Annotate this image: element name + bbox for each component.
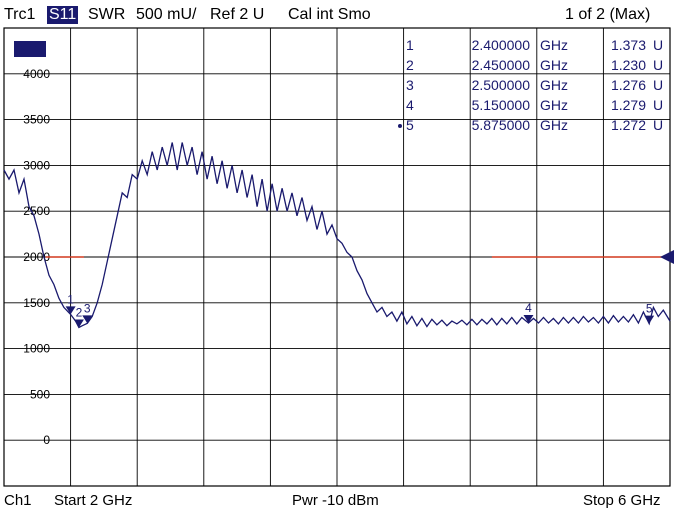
marker-table-value-unit: U: [653, 57, 663, 73]
marker-table-frequency: 2.400000: [472, 37, 531, 53]
marker-table-id: 2: [406, 57, 414, 73]
active-marker-dot: [398, 124, 402, 128]
marker-table-value: 1.279: [611, 97, 646, 113]
marker-label: 4: [525, 301, 532, 315]
marker-table-id: 5: [406, 117, 414, 133]
stop-frequency[interactable]: Stop 6 GHz: [583, 492, 661, 509]
marker-table-value: 1.276: [611, 77, 646, 93]
marker-table-id: 1: [406, 37, 414, 53]
marker-table-id: 4: [406, 97, 414, 113]
footer-bar: Ch1 Start 2 GHz Pwr -10 dBm Stop 6 GHz: [0, 490, 676, 512]
marker-table-frequency-unit: GHz: [540, 117, 568, 133]
marker-table: 1 2.400000 GHz 1.373 U 2 2.450000 GHz 1.230 U 3 2.5…: [398, 37, 663, 133]
marker-table-value: 1.373: [611, 37, 646, 53]
marker-table-frequency-unit: GHz: [540, 77, 568, 93]
y-tick-label: 4000: [23, 67, 50, 81]
marker-table-frequency: 2.500000: [472, 77, 531, 93]
marker-table-value: 1.230: [611, 57, 646, 73]
trace-badge-label: S11: [20, 43, 41, 57]
y-tick-label: 0: [43, 433, 50, 447]
power-label[interactable]: Pwr -10 dBm: [292, 492, 379, 509]
marker-table-frequency: 5.150000: [472, 97, 531, 113]
y-tick-label: 500: [30, 387, 50, 401]
y-tick-label: 1000: [23, 342, 50, 356]
marker-table-value-unit: U: [653, 117, 663, 133]
y-tick-label: 3500: [23, 113, 50, 127]
marker-table-frequency: 5.875000: [472, 117, 531, 133]
marker-label: 2: [76, 306, 83, 320]
marker-label: 5: [646, 302, 653, 316]
channel-label[interactable]: Ch1: [4, 492, 32, 509]
marker-label: 3: [84, 301, 91, 315]
marker-table-frequency: 2.450000: [472, 57, 531, 73]
marker-group: 12 3 4 5: [66, 292, 655, 327]
y-tick-label: 2500: [23, 204, 50, 218]
marker-table-id: 3: [406, 77, 414, 93]
marker-table-value: 1.272: [611, 117, 646, 133]
marker-table-value-unit: U: [653, 37, 663, 53]
marker-table-frequency-unit: GHz: [540, 57, 568, 73]
y-tick-label: 3000: [23, 158, 50, 172]
marker-table-value-unit: U: [653, 77, 663, 93]
marker-label: 1: [67, 292, 74, 306]
marker-table-frequency-unit: GHz: [540, 97, 568, 113]
marker-table-frequency-unit: GHz: [540, 37, 568, 53]
reference-arrow-icon: [660, 250, 674, 264]
start-frequency[interactable]: Start 2 GHz: [54, 492, 132, 509]
marker-triangle-icon: [644, 316, 654, 324]
marker-table-value-unit: U: [653, 97, 663, 113]
y-tick-label: 1500: [23, 296, 50, 310]
